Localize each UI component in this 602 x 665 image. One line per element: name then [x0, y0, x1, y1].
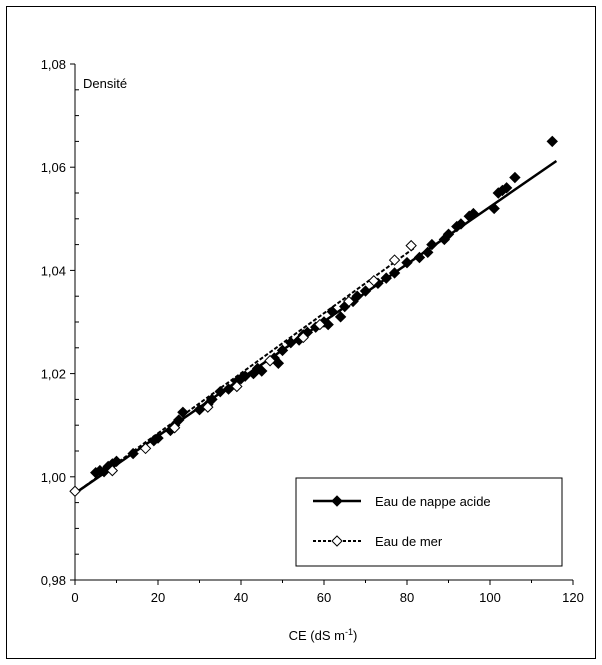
point-series-1: [214, 385, 226, 398]
x-tick-label: 80: [400, 590, 414, 605]
x-tick-label: 0: [71, 590, 78, 605]
point-series-1: [239, 370, 251, 382]
point-series-1: [467, 207, 480, 220]
point-series-1: [110, 455, 123, 468]
tick-group: 0 20 40 60 80 100 120 0,98 1,00 1,02 1,04 1,06 1,08: [41, 57, 584, 605]
point-series-2: [139, 442, 152, 455]
point-series-1: [272, 357, 285, 369]
y-tick-label: 1,00: [41, 470, 66, 485]
point-series-1: [173, 414, 185, 426]
point-series-2: [202, 401, 214, 413]
legend-label-series-2: Eau de mer: [375, 534, 443, 549]
point-series-2: [405, 239, 417, 252]
point-series-2: [368, 275, 380, 287]
point-series-1: [206, 393, 218, 406]
fit-line-series-2: [74, 246, 416, 495]
y-tick-label: 1,08: [41, 57, 66, 72]
point-series-1: [546, 135, 558, 148]
point-series-1: [455, 218, 467, 230]
y-tick-label: 1,02: [41, 367, 66, 382]
point-series-1: [413, 251, 426, 264]
point-series-1: [422, 246, 434, 259]
point-series-2: [388, 254, 401, 266]
point-series-2: [168, 422, 181, 434]
point-series-2: [297, 331, 309, 344]
data-points: [69, 135, 558, 497]
point-series-1: [177, 406, 189, 419]
point-series-2: [106, 464, 119, 477]
point-series-1: [401, 256, 413, 269]
point-series-2: [231, 380, 243, 393]
x-tick-label: 40: [234, 590, 248, 605]
y-axis-label: Densité: [83, 76, 127, 91]
point-series-1: [322, 318, 334, 331]
legend-marker-series-1: [331, 495, 343, 507]
legend-label-series-1: Eau de nappe acide: [375, 494, 491, 509]
point-series-1: [388, 267, 401, 279]
legend-box: [295, 477, 563, 567]
point-series-1: [256, 365, 268, 377]
point-series-1: [509, 171, 521, 184]
x-tick-label: 60: [317, 590, 331, 605]
x-tick-label: 120: [562, 590, 584, 605]
point-series-1: [359, 285, 372, 297]
legend: Eau de nappe acide Eau de mer: [295, 477, 563, 567]
point-series-1: [500, 182, 513, 194]
y-tick-label: 1,04: [41, 263, 66, 278]
point-series-2: [69, 485, 81, 497]
x-tick-label: 20: [151, 590, 165, 605]
legend-marker-series-2: [331, 535, 343, 547]
point-series-1: [351, 290, 363, 302]
point-series-1: [326, 305, 339, 318]
point-series-2: [264, 354, 276, 367]
point-series-1: [380, 272, 392, 284]
point-series-1: [442, 228, 455, 240]
point-series-1: [285, 336, 297, 349]
point-series-1: [127, 447, 139, 460]
y-tick-label: 0,98: [41, 573, 66, 588]
point-series-1: [488, 202, 500, 215]
point-series-1: [222, 383, 235, 395]
x-tick-label: 100: [479, 590, 501, 605]
point-series-1: [276, 344, 289, 357]
point-series-1: [334, 311, 347, 323]
point-series-1: [152, 432, 164, 444]
point-series-1: [426, 238, 438, 251]
point-series-1: [193, 404, 206, 416]
point-series-2: [314, 318, 326, 331]
x-axis-title: CE (dS m-1): [289, 627, 358, 643]
y-tick-label: 1,06: [41, 160, 66, 175]
point-series-2: [343, 295, 355, 308]
